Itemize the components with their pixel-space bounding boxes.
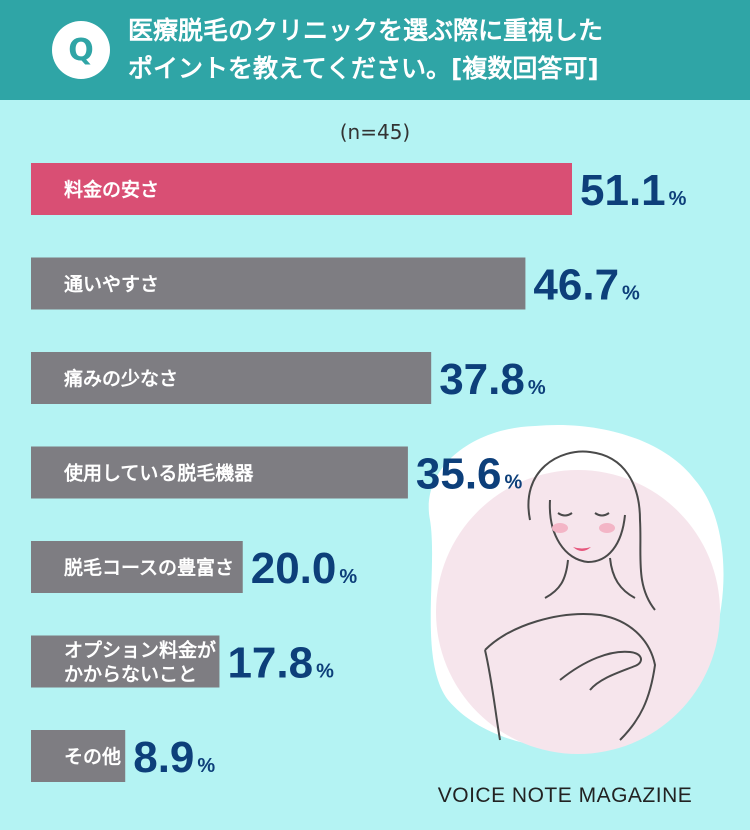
illustration-hand [559, 650, 642, 691]
sample-size: (n=45) [339, 120, 411, 144]
illustration-eye-right [594, 512, 610, 517]
value-label: 37.8% [439, 355, 546, 404]
bar-label: かからないこと [64, 664, 197, 686]
illustration-hair [527, 450, 656, 611]
question-badge: Q [52, 21, 110, 79]
bar [31, 163, 572, 215]
illustration-eye-left [557, 512, 573, 517]
illustration-neck [544, 557, 636, 599]
value-label: 35.6% [416, 450, 523, 499]
illustration-lips [573, 547, 591, 551]
question-title-line-2: ポイントを教えてください。[複数回答可] [128, 54, 599, 83]
question-title: 医療脱毛のクリニックを選ぶ際に重視した ポイントを教えてください。[複数回答可] [128, 12, 728, 88]
question-title-line-1: 医療脱毛のクリニックを選ぶ際に重視した [128, 16, 604, 45]
bar-label: オプション料金が [64, 639, 216, 662]
bar-label: 料金の安さ [64, 178, 159, 201]
bar [31, 257, 526, 310]
illustration-towel [484, 613, 657, 741]
bar [31, 730, 126, 782]
bar-label: 痛みの少なさ [64, 367, 178, 390]
bar-label: その他 [64, 745, 121, 768]
footer-brand: VOICE NOTE MAGAZINE [437, 784, 693, 807]
illustration-pink-circle [436, 470, 720, 754]
bar [31, 635, 220, 688]
bar [31, 541, 243, 593]
value-label: 20.0% [251, 544, 358, 593]
bar [31, 446, 408, 499]
value-label: 51.1% [580, 166, 687, 215]
bar-label: 脱毛コースの豊富さ [64, 556, 234, 579]
value-label: 8.9% [133, 733, 215, 782]
bars-layer: 料金の安さ 51.1 % 通いやすさ 46.7 % 痛みの少なさ 37.8 % 使用している脱毛機… [31, 163, 687, 782]
value-label: 17.8% [227, 639, 334, 688]
bar [31, 352, 432, 404]
bar-label: 使用している脱毛機器 [63, 462, 254, 485]
illustration-cheek-left [552, 523, 568, 533]
value-label: 46.7% [533, 261, 640, 310]
woman-illustration [428, 424, 724, 754]
bar-label: 通いやすさ [64, 274, 159, 296]
question-header: Q 医療脱毛のクリニックを選ぶ際に重視した ポイントを教えてください。[複数回答… [0, 0, 750, 100]
illustration-cheek-right [599, 523, 615, 533]
